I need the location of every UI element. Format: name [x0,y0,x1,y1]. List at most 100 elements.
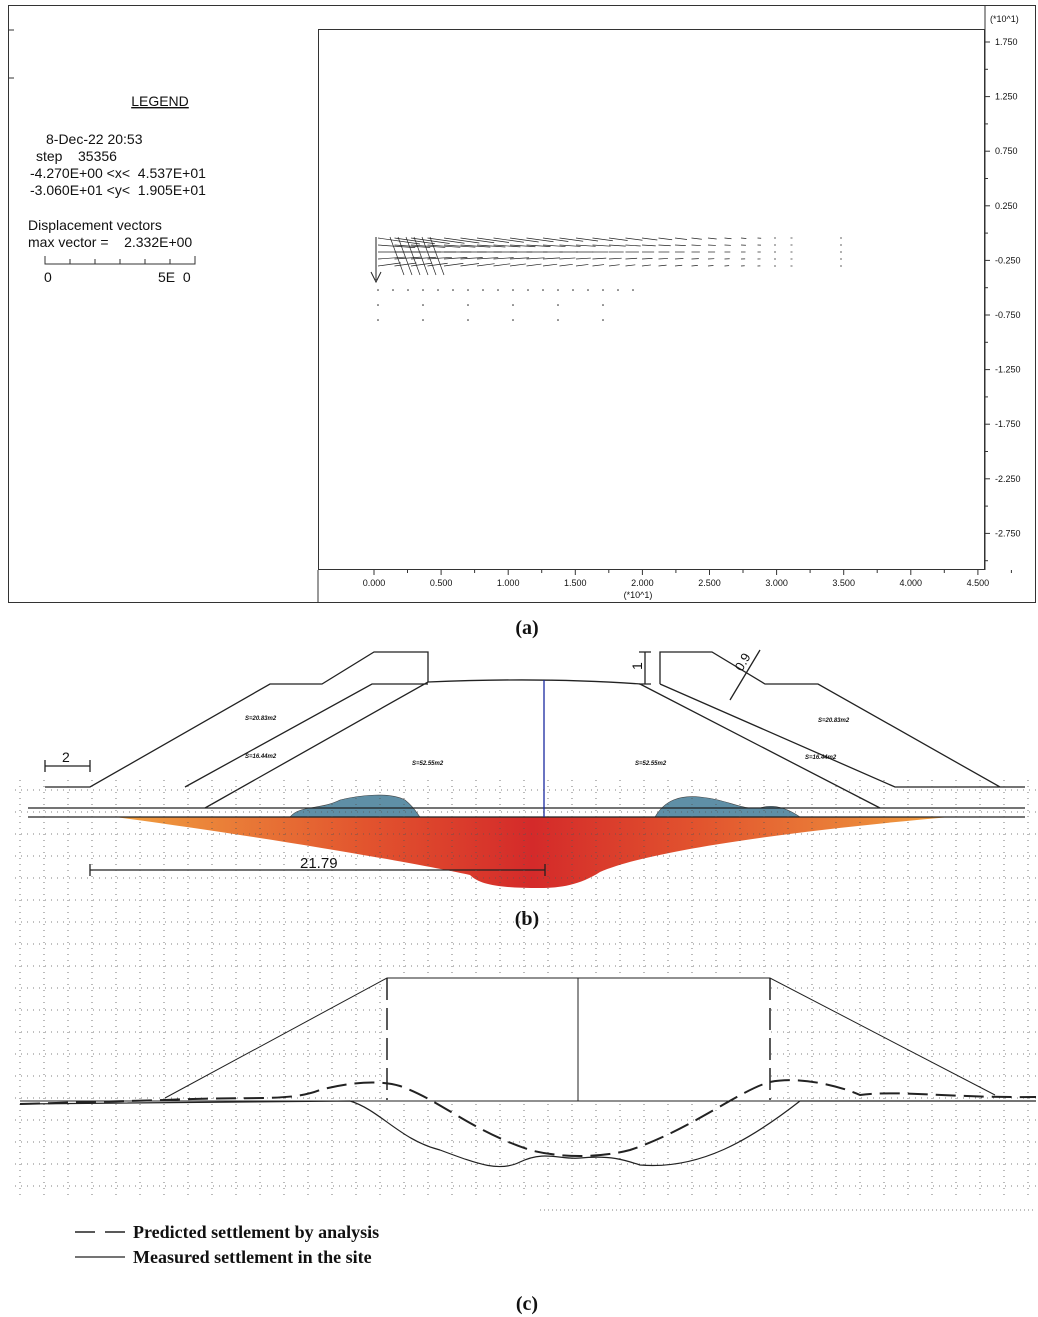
vector [608,244,626,247]
vector [467,304,469,306]
axis-unit: (*10^1) [990,14,1019,24]
vector [740,237,747,239]
vector [427,262,448,267]
vector [410,262,433,267]
vector [377,237,421,245]
vector [691,265,698,267]
vector [427,256,452,260]
x-tick-label: 2.500 [698,578,721,588]
vector [625,257,638,260]
vector [526,257,545,260]
vector [452,289,454,291]
vector [397,236,413,276]
y-tick-label: -1.250 [995,365,1021,375]
plot-frame [318,29,985,570]
legend-text: step 35356 [36,148,117,164]
vector [392,289,394,291]
y-tick-label: -2.250 [995,474,1021,484]
panel-a: LEGEND 8-Dec-22 20:53 step 35356 -4.270E… [8,5,1036,603]
area-label: S=16.44m2 [805,755,837,761]
vector [674,244,686,247]
vector [394,244,431,248]
vector [575,257,591,260]
vector [427,244,461,248]
vector [377,256,406,260]
y-tick-label: -2.750 [995,528,1021,538]
vector [707,237,717,240]
vector-field [370,236,842,321]
vector [691,244,701,246]
vector [476,263,495,267]
vector [542,263,558,267]
vector [493,237,524,243]
vector [625,237,643,241]
vector [493,263,511,267]
vector [377,244,416,248]
heave-zone [289,794,801,818]
vector [587,289,589,291]
dimension-label: 1 [629,662,645,670]
vector [674,264,683,267]
panel-c [19,977,1037,1258]
vector [641,264,651,267]
embankment-outline [639,651,1025,809]
vector [460,263,480,267]
vector [497,289,499,291]
vector [559,263,573,267]
vector [658,258,668,260]
vector [625,264,636,267]
y-tick-label: -0.250 [995,255,1021,265]
area-label: S=16.44m2 [245,754,277,760]
y-tick-label: -1.750 [995,419,1021,429]
vector [460,257,483,260]
legend-entry: Predicted settlement by analysis [133,1222,379,1242]
vector [592,257,607,260]
legend-title: LEGEND [131,93,189,109]
vector [602,319,604,321]
vector [377,289,379,291]
vector [512,289,514,291]
vector [443,237,480,244]
vector [602,289,604,291]
vector [407,289,409,291]
x-tick-label: 1.500 [564,578,587,588]
vector [641,237,658,241]
vector [512,304,514,306]
x-tick-label: 3.000 [765,578,788,588]
vector [526,237,554,243]
x-tick-label: 2.000 [631,578,654,588]
predicted-curve [19,1079,1037,1157]
legend-text: 8-Dec-22 20:53 [46,131,143,147]
caption: (c) [516,1293,538,1315]
vector [658,237,673,241]
scale-label: 0 [44,269,52,285]
settlement-zone [115,817,950,888]
x-tick-label: 0.000 [363,578,386,588]
vector [572,289,574,291]
vector [557,289,559,291]
vector [641,258,653,260]
vector [370,237,382,284]
vector [509,237,539,243]
dimension-label: 2 [62,749,70,765]
vector [608,264,620,267]
vector [443,263,464,267]
panel-frame [8,5,1036,603]
legend-text: -3.060E+01 <y< 1.905E+01 [30,182,206,198]
scale-bar [44,256,196,265]
vector [691,237,702,240]
vector [410,244,446,248]
vector [421,236,437,276]
vector [377,319,379,321]
vector [476,257,499,260]
panel-b [28,649,1025,888]
vector [467,289,469,291]
vector [641,244,656,247]
vector [405,236,421,276]
vector [443,257,468,260]
vector [410,256,437,260]
y-tick-label: 1.250 [995,92,1018,102]
ground-line [28,807,1025,818]
scale-label: 5E 0 [158,269,191,285]
